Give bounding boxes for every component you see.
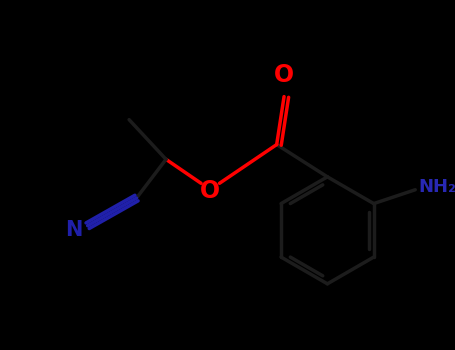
Text: O: O [200, 179, 220, 203]
Text: N: N [65, 220, 82, 240]
Text: O: O [274, 63, 294, 88]
Text: NH₂: NH₂ [418, 178, 455, 196]
